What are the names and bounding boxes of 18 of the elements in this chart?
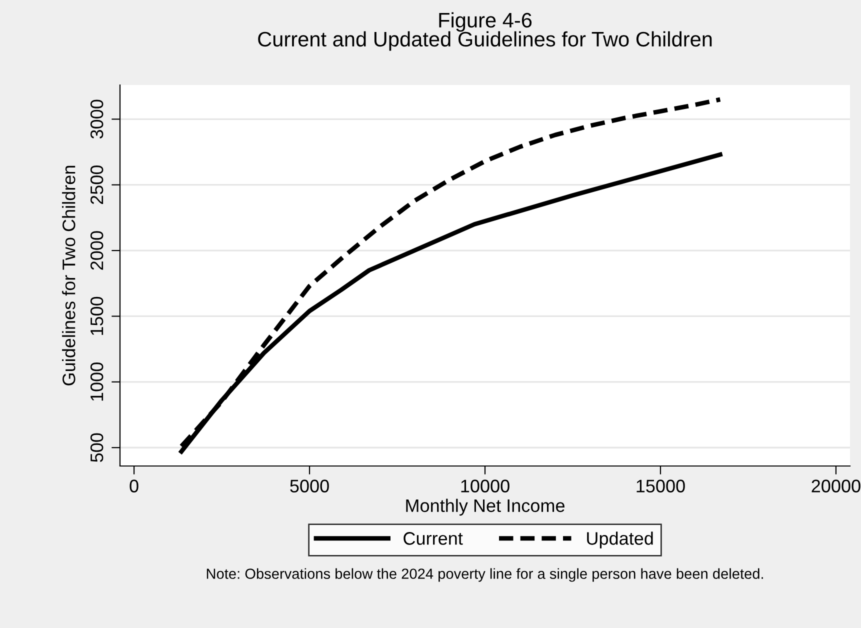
- y-tick-label: 1000: [90, 362, 104, 401]
- text: Note: Observations below the 2024 poverty line for a single person have been deleted.: [206, 568, 763, 582]
- chart-subtitle: Current and Updated Guidelines for Two Children: [258, 31, 712, 51]
- y-tick-label: 2000: [90, 231, 104, 270]
- y-tick-label: 1500: [90, 296, 104, 335]
- x-axis-title: Monthly Net Income: [406, 498, 564, 516]
- x-tick-label: 5000: [290, 480, 329, 492]
- y-tick-label: 3000: [90, 100, 104, 139]
- x-tick-label: 15000: [636, 480, 685, 492]
- x-tick-label: 0: [130, 480, 138, 492]
- y-tick-label: 500: [90, 433, 104, 462]
- legend-label: Updated: [587, 532, 653, 548]
- y-tick-label: 2500: [90, 165, 104, 204]
- y-axis-title: Guidelines for Two Children: [62, 166, 76, 386]
- chart-title: Figure 4-6: [439, 12, 532, 32]
- x-tick-label: 20000: [812, 480, 860, 492]
- x-tick-label: 10000: [461, 480, 510, 492]
- legend-label: Current: [404, 532, 463, 545]
